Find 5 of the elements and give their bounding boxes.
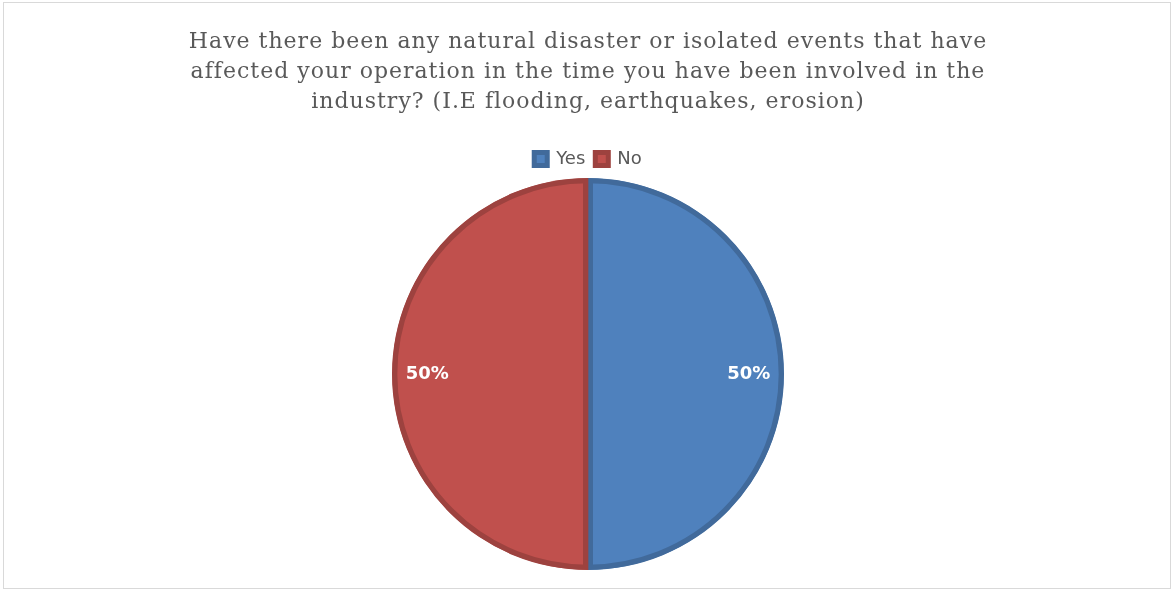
data-label: 50% (727, 361, 771, 383)
legend-label: Yes (555, 146, 586, 168)
legend-label: No (617, 146, 642, 168)
chart-title: Have there been any natural disaster or isolated events that have affected your operation in the time you have been involved in the industry? (I.E flooding, earthquakes, erosion) (187, 27, 989, 115)
data-label: 50% (405, 361, 449, 383)
